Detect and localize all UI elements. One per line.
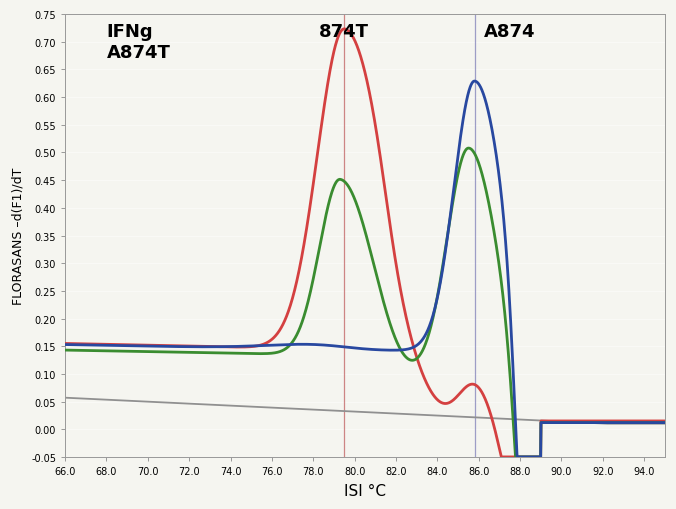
X-axis label: ISI °C: ISI °C [344, 483, 386, 498]
Y-axis label: FLORASANS –d(F1)/dT: FLORASANS –d(F1)/dT [11, 167, 24, 304]
Text: A874: A874 [484, 23, 535, 41]
Text: 874T: 874T [319, 23, 369, 41]
Text: IFNg
A874T: IFNg A874T [106, 23, 170, 62]
